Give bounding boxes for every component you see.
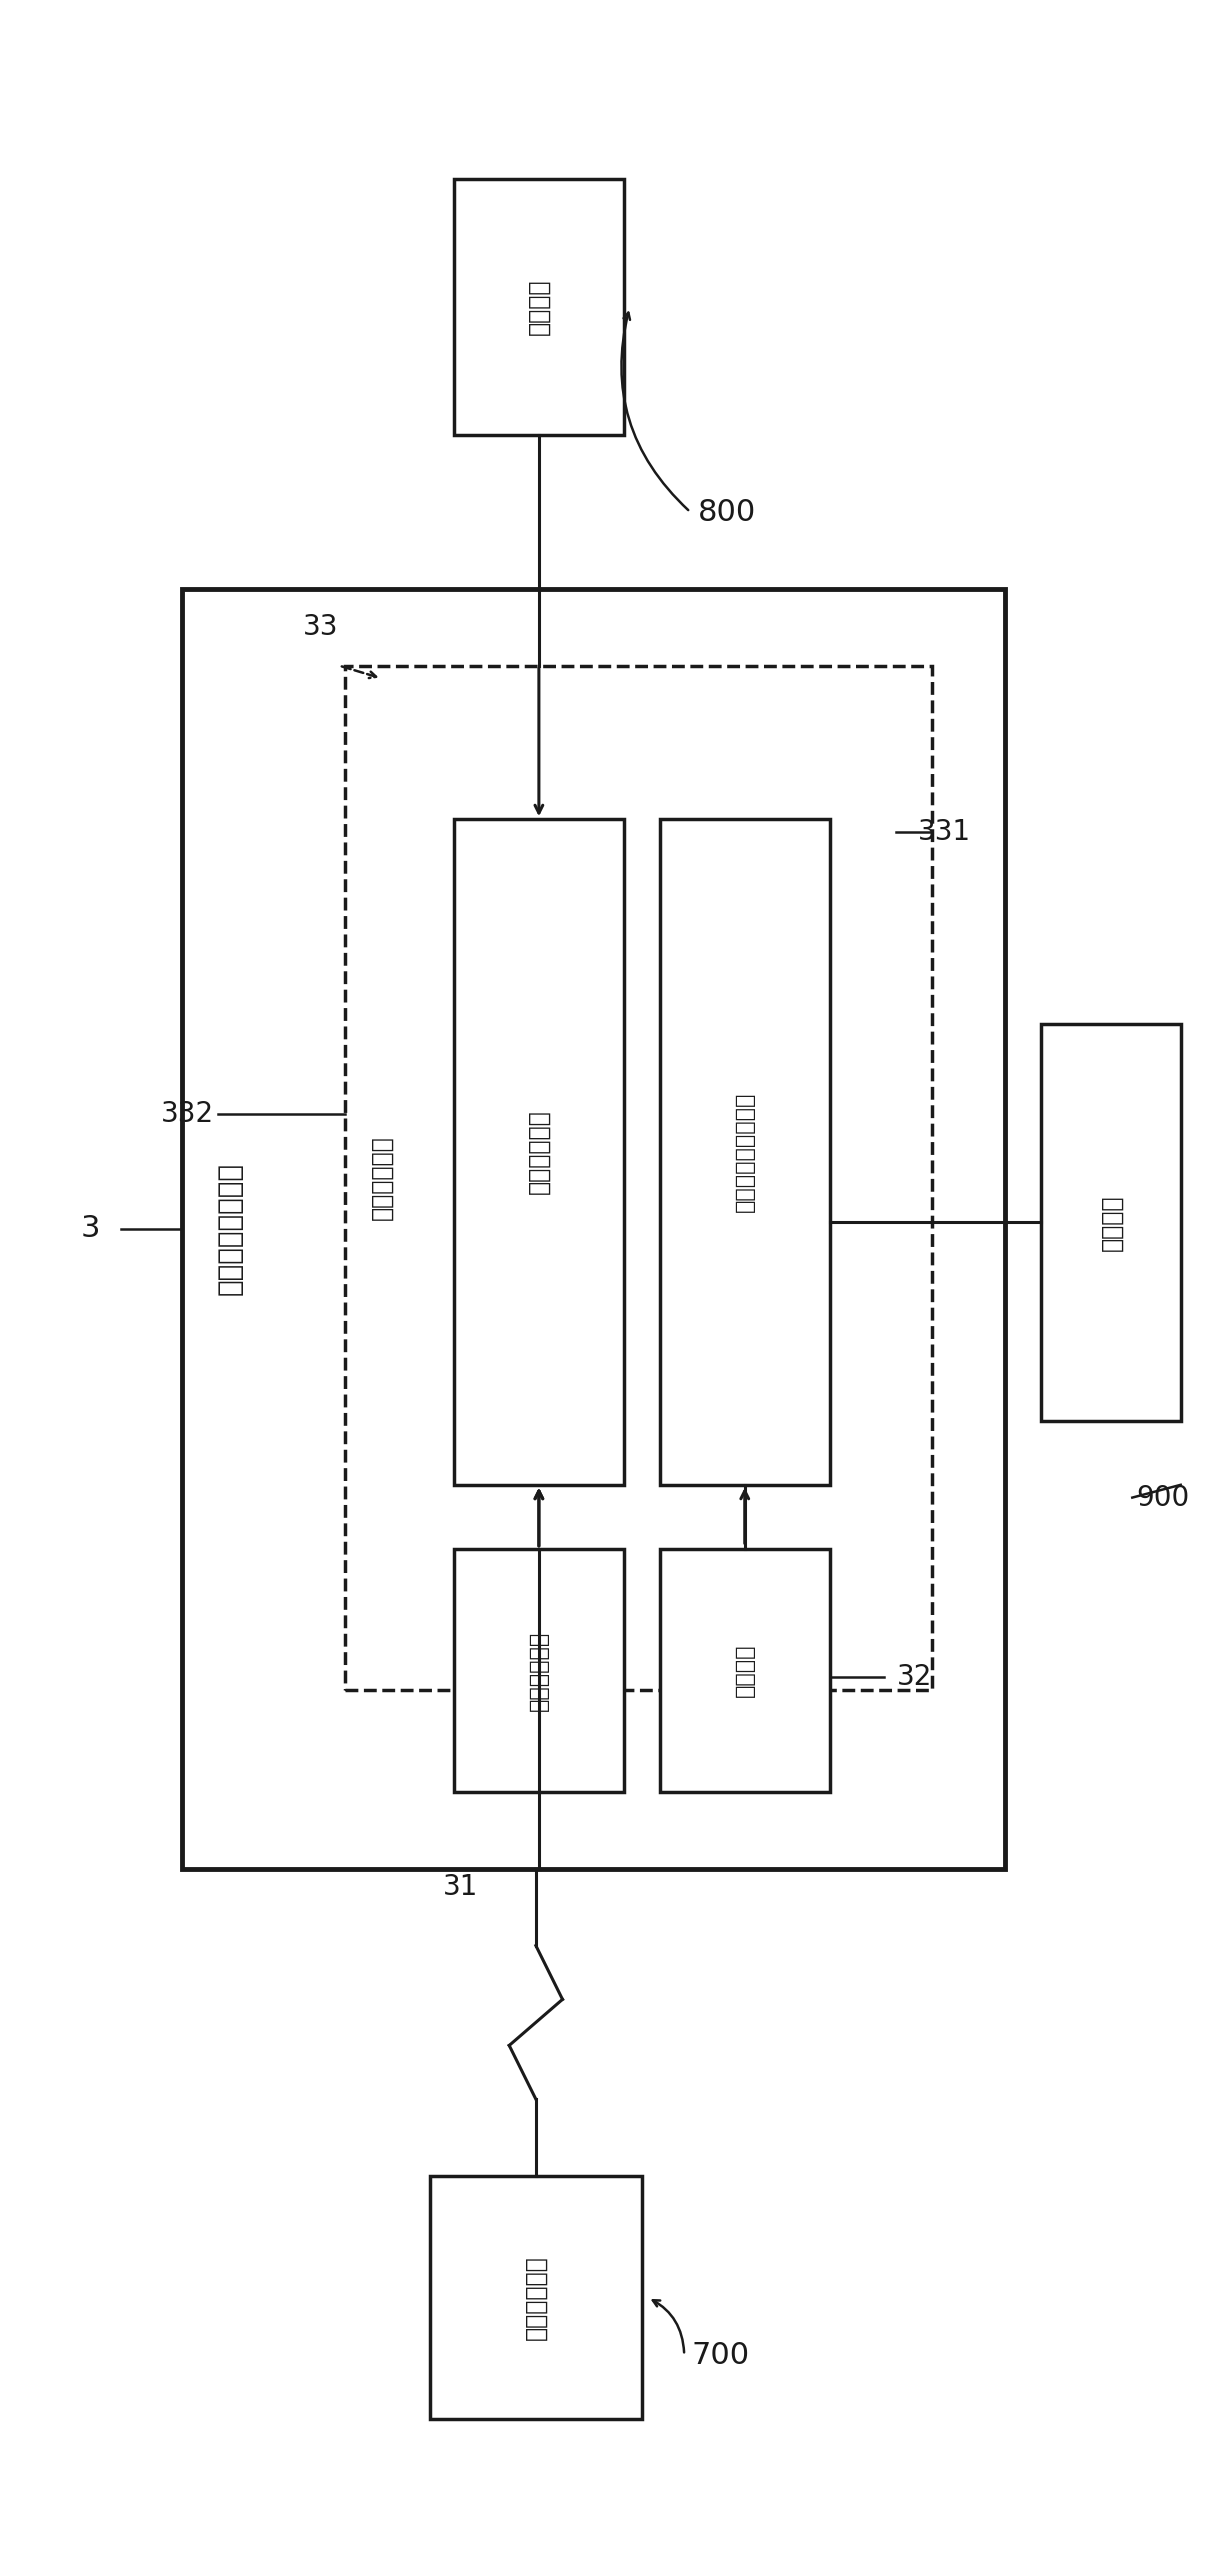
Bar xyxy=(345,666,932,1690)
Text: 外部电源: 外部电源 xyxy=(1100,1193,1123,1252)
Bar xyxy=(430,2176,642,2419)
Text: 700: 700 xyxy=(691,2340,750,2371)
Bar xyxy=(660,1549,830,1792)
Bar xyxy=(1041,1024,1181,1421)
Text: 电容充放电控制单元: 电容充放电控制单元 xyxy=(735,1091,754,1213)
Text: 供电控制单元: 供电控制单元 xyxy=(527,1108,551,1196)
Text: 332: 332 xyxy=(161,1101,214,1126)
Text: 31: 31 xyxy=(442,1874,478,1900)
Text: 射频充电装置: 射频充电装置 xyxy=(524,2255,547,2340)
Text: 900: 900 xyxy=(1136,1485,1189,1510)
Text: 供电控制模块: 供电控制模块 xyxy=(369,1134,394,1221)
Text: 能耗装置: 能耗装置 xyxy=(527,279,551,335)
Text: 无线能源获取装置: 无线能源获取装置 xyxy=(216,1162,245,1295)
Bar xyxy=(454,179,624,435)
Bar xyxy=(454,1549,624,1792)
Text: 3: 3 xyxy=(81,1213,101,1244)
Text: 射频发电模块: 射频发电模块 xyxy=(529,1631,549,1710)
Text: 电容模块: 电容模块 xyxy=(735,1644,754,1697)
Bar xyxy=(660,819,830,1485)
Text: 800: 800 xyxy=(698,497,756,527)
Bar xyxy=(454,819,624,1485)
Text: 331: 331 xyxy=(918,819,971,845)
Text: 33: 33 xyxy=(303,614,339,640)
Bar xyxy=(182,589,1005,1869)
Text: 32: 32 xyxy=(896,1664,932,1690)
